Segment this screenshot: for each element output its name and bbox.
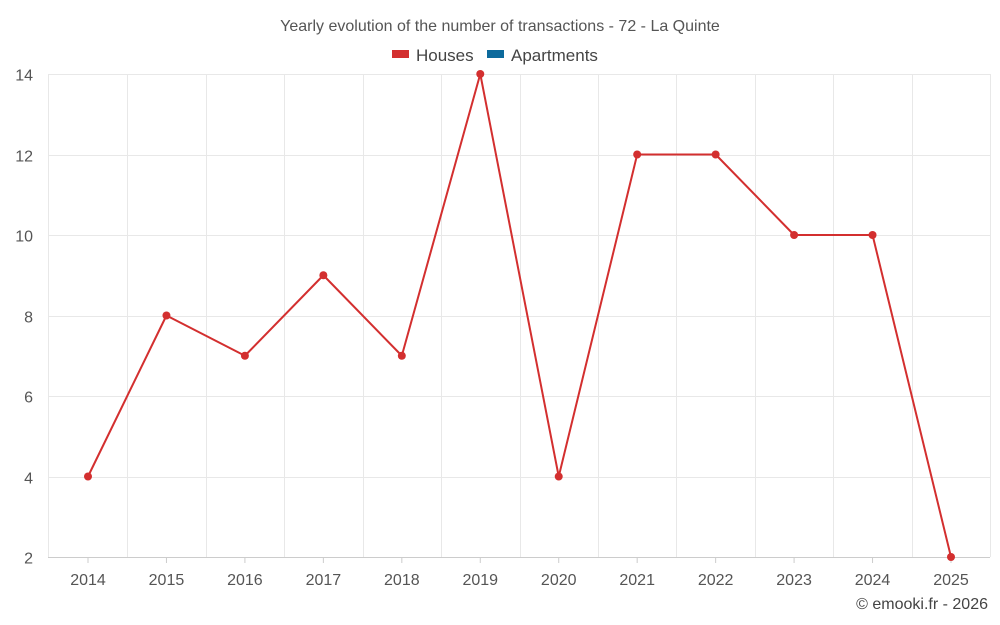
y-tick-label: 8: [24, 310, 33, 327]
x-tick-label: 2019: [462, 572, 498, 589]
houses-point-2021[interactable]: [633, 150, 642, 159]
series-houses: [84, 70, 955, 561]
legend-label-apartments[interactable]: Apartments: [511, 46, 598, 65]
credit-text: © emooki.fr - 2026: [856, 596, 988, 613]
houses-point-2017[interactable]: [319, 271, 328, 280]
x-tick-label: 2016: [227, 572, 263, 589]
legend: Houses Apartments: [392, 46, 598, 65]
x-tick-label: 2023: [776, 572, 812, 589]
x-tick-label: 2020: [541, 572, 577, 589]
y-tick-label: 12: [15, 149, 33, 166]
x-tick-label: 2022: [698, 572, 734, 589]
y-tick-label: 6: [24, 390, 33, 407]
houses-point-2024[interactable]: [868, 231, 877, 239]
x-tick-label: 2021: [619, 572, 655, 589]
houses-line: [87, 73, 952, 558]
legend-swatch-apartments: [487, 50, 504, 58]
y-tick-label: 14: [15, 68, 33, 85]
houses-point-2016[interactable]: [240, 351, 249, 360]
x-tick-label: 2015: [149, 572, 185, 589]
y-tick-label: 10: [15, 229, 33, 246]
x-tick-label: 2014: [70, 572, 106, 589]
x-tick-label: 2025: [933, 572, 969, 589]
houses-point-2014[interactable]: [84, 472, 92, 481]
chart-title: Yearly evolution of the number of transa…: [280, 18, 720, 35]
x-gridlines: [48, 74, 991, 557]
y-tick-label: 4: [24, 471, 33, 488]
y-axis-ticks: 2 4 6 8 10 12 14: [15, 68, 33, 568]
houses-point-2018[interactable]: [397, 351, 406, 360]
houses-point-2023[interactable]: [790, 231, 799, 239]
legend-swatch-houses: [392, 50, 409, 58]
x-tick-label: 2017: [306, 572, 342, 589]
houses-point-2022[interactable]: [711, 150, 720, 159]
x-tick-label: 2024: [855, 572, 891, 589]
y-tick-label: 2: [24, 551, 33, 568]
legend-label-houses[interactable]: Houses: [416, 46, 474, 65]
houses-point-2015[interactable]: [162, 311, 171, 320]
x-axis-ticks: 2014 2015 2016 2017 2018 2019 2020 2021 2022 2023…: [70, 557, 969, 589]
houses-point-2025[interactable]: [947, 553, 955, 561]
x-tick-label: 2018: [384, 572, 420, 589]
houses-point-2020[interactable]: [554, 472, 563, 481]
houses-point-2019[interactable]: [476, 70, 485, 78]
